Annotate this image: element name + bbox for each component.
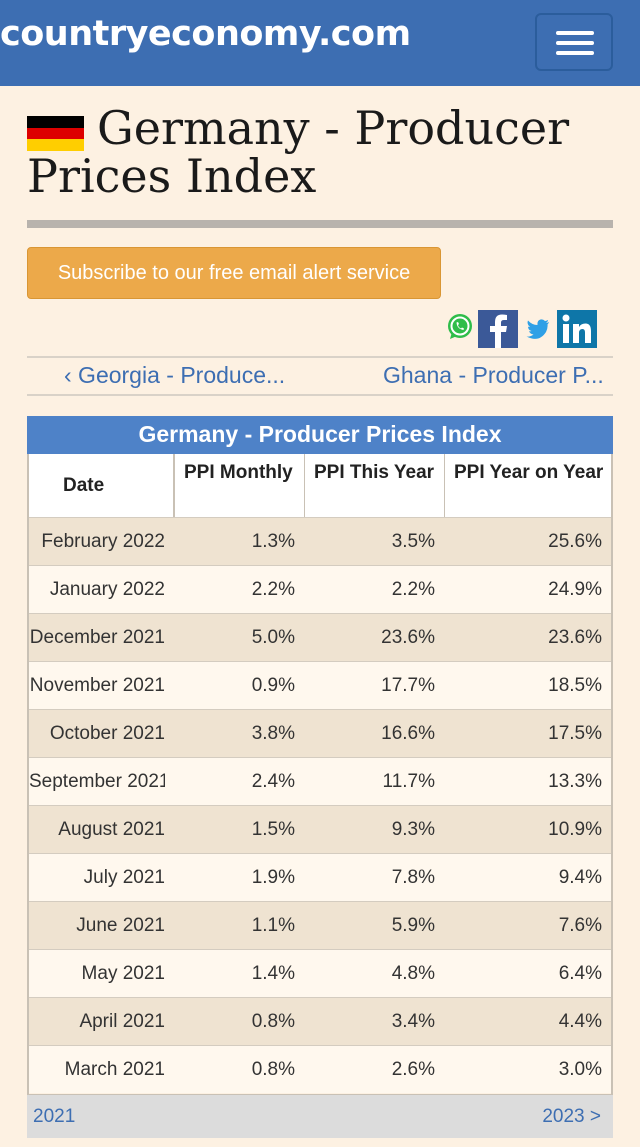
date-cell: November 2021	[29, 675, 165, 696]
ppi-monthly-cell: 1.3%	[251, 531, 295, 552]
hamburger-menu-button[interactable]	[535, 13, 613, 71]
ppi-monthly-cell: 5.0%	[251, 627, 295, 648]
ppi-year-on-year-cell: 25.6%	[548, 531, 602, 552]
page-title: Germany - Producer Prices Index	[27, 101, 570, 203]
next-year-link[interactable]: 2023 >	[542, 1106, 601, 1127]
prev-country-link[interactable]: ‹ Georgia - Produce...	[64, 362, 286, 388]
ppi-this-year-cell: 5.9%	[391, 915, 435, 936]
date-cell: March 2021	[64, 1059, 165, 1080]
ppi-monthly-cell: 0.8%	[251, 1011, 295, 1032]
ppi-year-on-year-cell: 6.4%	[558, 963, 602, 984]
whatsapp-icon[interactable]	[446, 313, 474, 341]
table-row: June 2021 1.1% 5.9% 7.6%	[29, 901, 611, 949]
ppi-monthly-cell: 3.8%	[251, 723, 295, 744]
ppi-monthly-cell: 2.2%	[251, 579, 295, 600]
ppi-this-year-cell: 4.8%	[391, 963, 435, 984]
ppi-this-year-cell: 9.3%	[391, 819, 435, 840]
ppi-table: Date PPI Monthly PPI This Year PPI Year …	[27, 454, 613, 1094]
flag-stripe	[27, 139, 84, 151]
date-cell: February 2022	[41, 531, 165, 552]
hamburger-menu-icon	[556, 31, 594, 35]
date-cell: December 2021	[29, 627, 165, 648]
ppi-monthly-cell: 0.9%	[251, 675, 295, 696]
top-navbar: countryeconomy.com	[0, 0, 640, 86]
site-logo[interactable]: countryeconomy.com	[0, 14, 411, 54]
ppi-year-on-year-cell: 13.3%	[548, 771, 602, 792]
twitter-icon[interactable]	[525, 316, 551, 342]
next-country-link[interactable]: Ghana - Producer P...	[383, 362, 604, 388]
ppi-year-on-year-cell: 3.0%	[558, 1059, 602, 1080]
table-row: December 2021 5.0% 23.6% 23.6%	[29, 613, 611, 661]
pager-divider-bottom	[27, 394, 613, 396]
germany-flag-icon	[27, 116, 84, 151]
date-cell: August 2021	[58, 819, 165, 840]
date-cell: July 2021	[83, 867, 165, 888]
pager-divider-top	[27, 356, 613, 358]
table-row: November 2021 0.9% 17.7% 18.5%	[29, 661, 611, 709]
flag-stripe	[27, 127, 84, 140]
table-row: April 2021 0.8% 3.4% 4.4%	[29, 997, 611, 1045]
ppi-year-on-year-cell: 18.5%	[548, 675, 602, 696]
subscribe-email-alert-button[interactable]: Subscribe to our free email alert servic…	[27, 247, 441, 299]
ppi-this-year-cell: 2.2%	[391, 579, 435, 600]
ppi-year-on-year-cell: 24.9%	[548, 579, 602, 600]
date-cell: May 2021	[81, 963, 165, 984]
ppi-year-on-year-cell: 10.9%	[548, 819, 602, 840]
ppi-year-on-year-cell: 7.6%	[558, 915, 602, 936]
hamburger-line	[556, 41, 594, 45]
column-header-ppi-this-year[interactable]: PPI This Year	[305, 454, 445, 517]
ppi-year-on-year-cell: 23.6%	[548, 627, 602, 648]
date-cell: October 2021	[49, 723, 165, 744]
facebook-icon[interactable]	[478, 310, 518, 348]
table-header-row: Date PPI Monthly PPI This Year PPI Year …	[29, 454, 611, 517]
ppi-this-year-cell: 11.7%	[382, 771, 435, 792]
ppi-monthly-cell: 1.5%	[251, 819, 295, 840]
table-row: October 2021 3.8% 16.6% 17.5%	[29, 709, 611, 757]
table-title: Germany - Producer Prices Index	[27, 416, 613, 454]
table-row: May 2021 1.4% 4.8% 6.4%	[29, 949, 611, 997]
table-row: January 2022 2.2% 2.2% 24.9%	[29, 565, 611, 613]
title-divider	[27, 220, 613, 228]
ppi-year-on-year-cell: 4.4%	[558, 1011, 602, 1032]
ppi-year-on-year-cell: 17.5%	[548, 723, 602, 744]
date-cell: September 2021	[29, 771, 165, 792]
table-row: February 2022 1.3% 3.5% 25.6%	[29, 517, 611, 565]
flag-stripe	[27, 116, 84, 128]
date-cell: June 2021	[76, 915, 165, 936]
column-header-ppi-year-on-year[interactable]: PPI Year on Year	[454, 462, 604, 483]
previous-year-link[interactable]: 2021	[33, 1106, 76, 1127]
table-row: August 2021 1.5% 9.3% 10.9%	[29, 805, 611, 853]
ppi-monthly-cell: 0.8%	[251, 1059, 295, 1080]
ppi-monthly-cell: 2.4%	[251, 771, 295, 792]
table-row: July 2021 1.9% 7.8% 9.4%	[29, 853, 611, 901]
column-header-ppi-monthly[interactable]: PPI Monthly	[175, 454, 305, 517]
ppi-this-year-cell: 16.6%	[381, 723, 435, 744]
ppi-this-year-cell: 23.6%	[381, 627, 435, 648]
linkedin-icon[interactable]	[557, 310, 597, 348]
ppi-year-on-year-cell: 9.4%	[558, 867, 602, 888]
date-cell: January 2022	[49, 579, 165, 600]
table-footer-pagination: 2021 2023 >	[27, 1094, 613, 1138]
table-row: March 2021 0.8% 2.6% 3.0%	[29, 1045, 611, 1093]
date-cell: April 2021	[79, 1011, 165, 1032]
ppi-this-year-cell: 17.7%	[381, 675, 435, 696]
ppi-this-year-cell: 7.8%	[391, 867, 435, 888]
column-header-date[interactable]: Date	[29, 454, 175, 517]
hamburger-line	[556, 51, 594, 55]
ppi-this-year-cell: 3.5%	[391, 531, 435, 552]
ppi-this-year-cell: 3.4%	[391, 1011, 435, 1032]
ppi-monthly-cell: 1.9%	[251, 867, 295, 888]
ppi-this-year-cell: 2.6%	[391, 1059, 435, 1080]
table-row: September 2021 2.4% 11.7% 13.3%	[29, 757, 611, 805]
ppi-monthly-cell: 1.1%	[251, 915, 295, 936]
ppi-monthly-cell: 1.4%	[251, 963, 295, 984]
